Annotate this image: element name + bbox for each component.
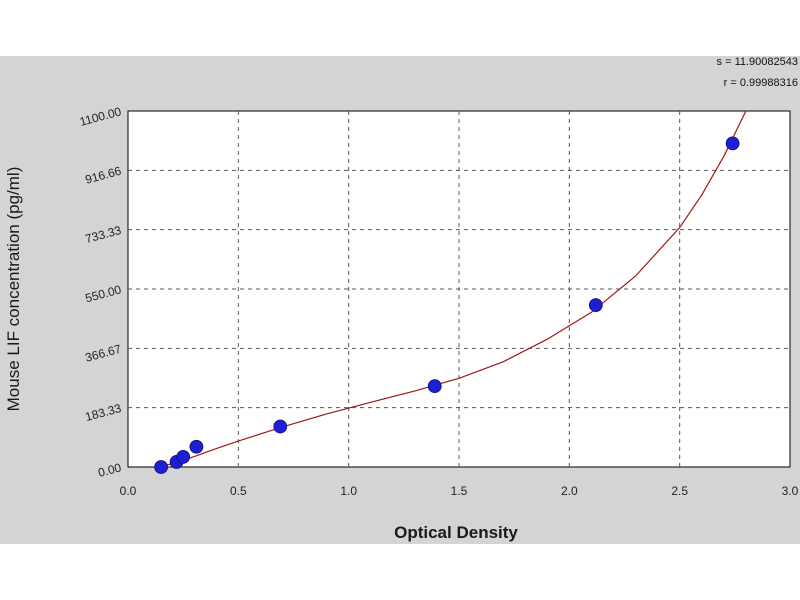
x-tick-label: 3.0 — [782, 484, 799, 498]
grid — [128, 111, 790, 467]
x-axis-label: Optical Density — [394, 523, 518, 542]
data-point — [189, 439, 204, 454]
x-tick-label: 2.5 — [671, 484, 688, 498]
x-tick-label: 1.5 — [451, 484, 468, 498]
x-tick-labels: 0.0 0.5 1.0 1.5 2.0 2.5 3.0 — [120, 484, 799, 498]
y-tick-label: 1100.00 — [78, 104, 123, 129]
data-point — [176, 450, 191, 464]
y-tick-label: 733.33 — [84, 223, 123, 246]
y-tick-label: 916.66 — [84, 164, 123, 187]
y-tick-label: 0.00 — [97, 460, 123, 480]
x-tick-label: 0.5 — [230, 484, 247, 498]
x-tick-label: 0.0 — [120, 484, 137, 498]
y-tick-label: 366.67 — [84, 342, 123, 365]
y-tick-labels: 0.00 183.33 366.67 550.00 733.33 916.66 1100.0… — [78, 104, 123, 480]
data-points — [154, 136, 740, 474]
data-point — [154, 460, 169, 474]
data-point — [273, 419, 288, 434]
y-axis-label: Mouse LIF concentration (pg/ml) — [4, 167, 23, 412]
stat-r: r = 0.99988316 — [724, 77, 798, 89]
stat-s: s = 11.90082543 — [717, 56, 798, 68]
data-point — [588, 298, 603, 313]
data-point — [725, 136, 740, 151]
y-tick-label: 183.33 — [84, 401, 123, 424]
x-tick-label: 1.0 — [340, 484, 357, 498]
data-point — [427, 379, 442, 393]
y-tick-label: 550.00 — [84, 282, 123, 305]
x-tick-label: 2.0 — [561, 484, 578, 498]
